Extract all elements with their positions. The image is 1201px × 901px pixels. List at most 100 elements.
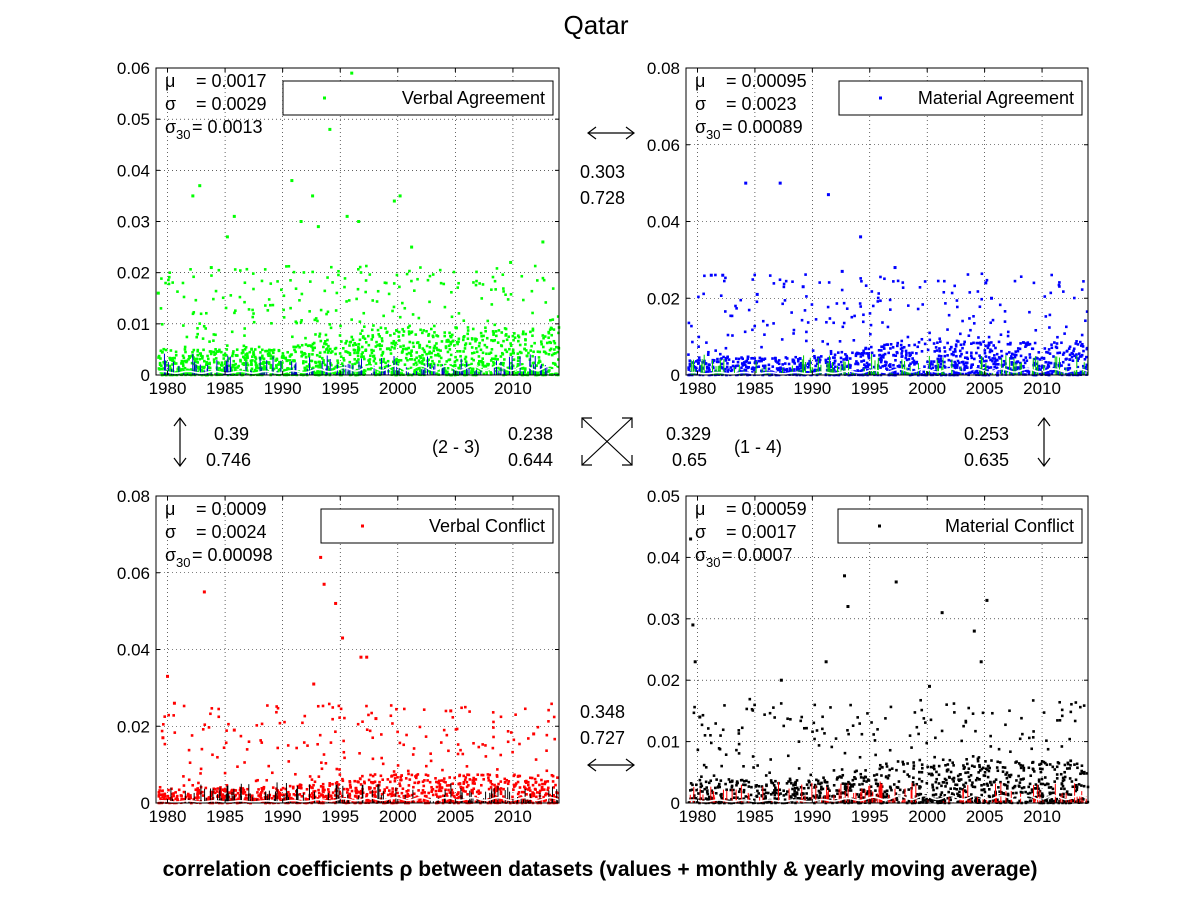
data-point	[723, 370, 727, 374]
data-point	[537, 356, 541, 359]
data-point	[245, 363, 248, 367]
data-point	[221, 793, 225, 796]
data-point	[782, 285, 786, 289]
data-point	[282, 308, 285, 312]
data-point	[987, 366, 991, 370]
data-point	[911, 351, 914, 355]
data-point	[430, 351, 433, 355]
data-point	[540, 778, 543, 782]
data-point	[475, 350, 479, 354]
data-point	[687, 368, 691, 371]
data-point	[370, 711, 373, 715]
data-point	[406, 372, 410, 376]
data-point	[372, 324, 375, 327]
data-point	[499, 753, 503, 757]
data-point	[323, 363, 327, 367]
data-point	[304, 797, 308, 801]
data-point	[772, 322, 775, 325]
data-point	[1032, 281, 1036, 285]
data-point	[397, 358, 401, 362]
data-point	[276, 370, 280, 374]
data-point	[367, 713, 370, 717]
data-point	[476, 367, 479, 370]
data-point	[444, 369, 447, 373]
data-point	[240, 351, 244, 355]
data-point	[218, 348, 221, 352]
data-point	[896, 372, 900, 376]
data-point	[1010, 352, 1014, 356]
data-point	[526, 371, 530, 375]
data-point	[1028, 353, 1032, 356]
data-point	[1081, 342, 1084, 346]
data-point	[784, 279, 788, 283]
data-point	[214, 352, 218, 355]
data-point	[277, 791, 281, 794]
data-point	[409, 366, 413, 370]
data-point	[171, 357, 174, 361]
data-point	[222, 357, 226, 360]
data-point	[491, 275, 495, 279]
data-point	[166, 369, 169, 373]
data-point	[174, 353, 178, 357]
data-point	[883, 352, 887, 356]
data-point	[1078, 355, 1082, 358]
data-point	[371, 736, 375, 740]
data-point	[382, 791, 386, 794]
data-point	[233, 788, 236, 792]
data-point	[381, 352, 385, 355]
data-point	[864, 346, 868, 350]
data-point	[789, 368, 793, 372]
data-point	[355, 297, 358, 301]
data-point	[758, 356, 762, 360]
data-point	[489, 359, 493, 362]
data-point	[518, 742, 521, 746]
stat-value: = 0.00089	[722, 117, 803, 137]
data-point	[507, 780, 511, 783]
data-point	[975, 369, 979, 373]
data-point	[1079, 370, 1083, 374]
data-point	[161, 789, 164, 793]
data-point	[943, 279, 946, 283]
data-point	[319, 371, 322, 375]
data-point	[227, 357, 231, 360]
data-point	[254, 372, 258, 376]
data-point	[158, 785, 162, 789]
data-point	[705, 341, 708, 344]
data-point	[251, 355, 254, 358]
data-point	[414, 333, 418, 336]
data-point	[478, 359, 481, 363]
data-point	[536, 350, 540, 354]
data-point	[175, 796, 179, 799]
data-point	[854, 362, 857, 366]
data-point	[760, 357, 764, 361]
data-point	[495, 789, 499, 793]
data-point	[551, 361, 555, 365]
data-point	[763, 333, 766, 336]
data-point	[369, 780, 373, 784]
data-point	[360, 329, 364, 332]
data-point	[407, 794, 411, 798]
data-point	[323, 289, 327, 293]
data-point	[160, 351, 164, 354]
data-point	[256, 366, 260, 370]
data-point	[1038, 358, 1042, 361]
data-point	[202, 348, 205, 352]
data-point	[495, 334, 498, 338]
data-point	[946, 328, 949, 331]
data-point	[960, 360, 964, 364]
data-point	[814, 359, 818, 362]
data-point	[198, 184, 202, 188]
data-point	[208, 362, 211, 366]
data-point	[442, 282, 446, 286]
data-point	[961, 372, 964, 375]
data-point	[970, 342, 973, 345]
data-point	[180, 797, 183, 801]
data-point	[867, 352, 870, 355]
data-point	[439, 741, 443, 744]
data-point	[392, 770, 396, 773]
data-point	[534, 788, 537, 791]
data-point	[524, 367, 527, 370]
data-point	[943, 346, 946, 349]
data-point	[243, 327, 247, 330]
data-point	[172, 360, 176, 364]
